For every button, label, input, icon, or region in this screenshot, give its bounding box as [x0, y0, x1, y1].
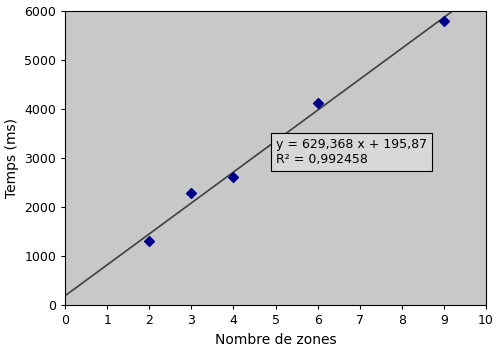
Text: y = 629,368 x + 195,87
R² = 0,992458: y = 629,368 x + 195,87 R² = 0,992458	[276, 138, 427, 166]
Y-axis label: Temps (ms): Temps (ms)	[5, 118, 19, 198]
Point	[187, 191, 195, 196]
Point	[440, 18, 448, 24]
Point	[314, 100, 322, 106]
Point	[229, 174, 237, 179]
X-axis label: Nombre de zones: Nombre de zones	[215, 333, 336, 347]
Point	[145, 239, 153, 244]
